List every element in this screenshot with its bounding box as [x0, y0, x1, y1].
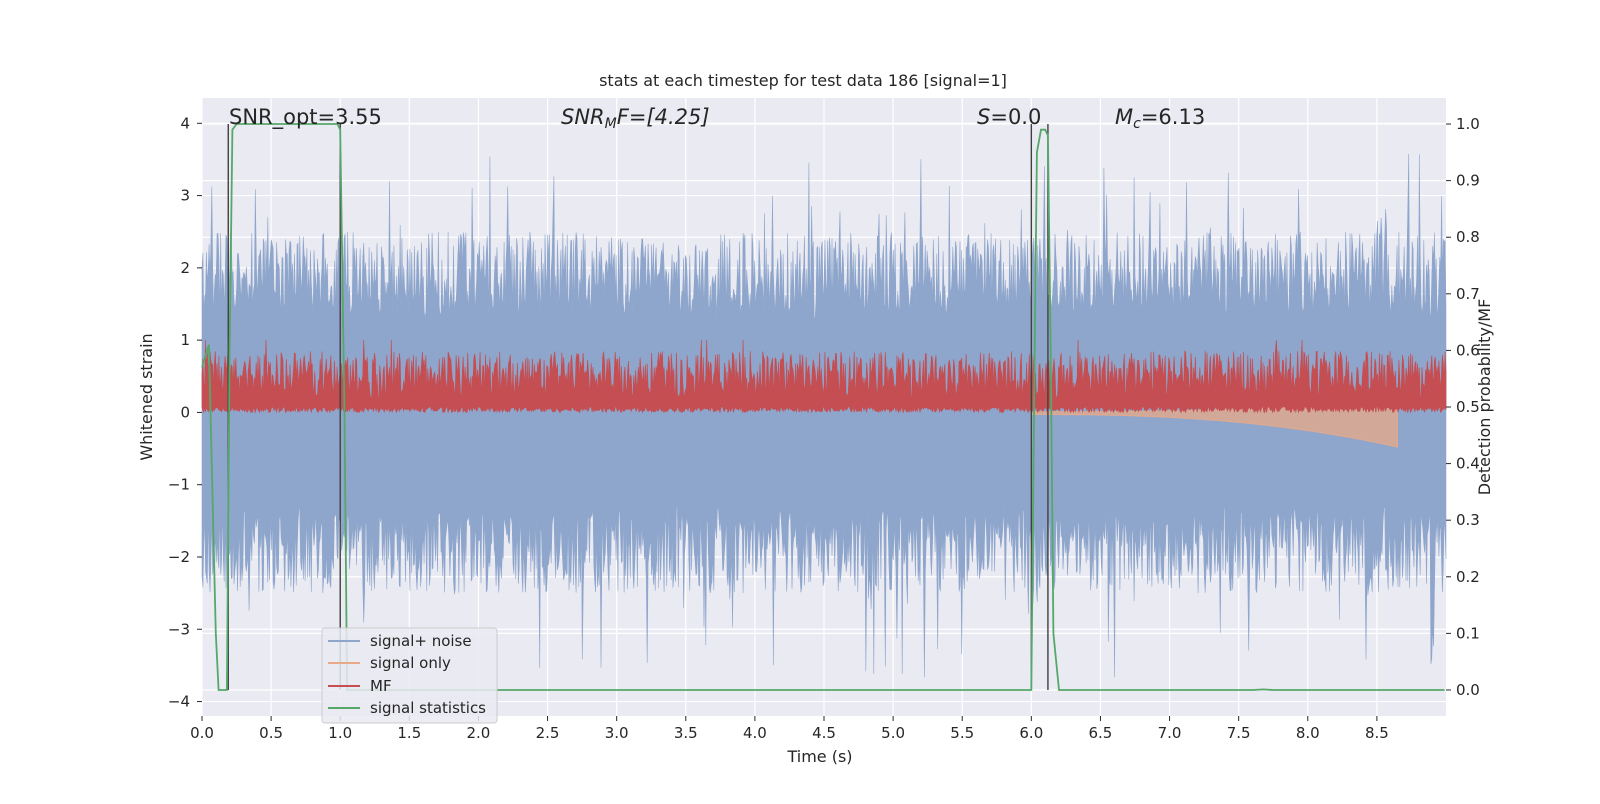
y-tick-label: 4 [180, 114, 190, 132]
annotation-s-label: S [977, 105, 990, 129]
x-tick-label: 7.5 [1227, 724, 1251, 742]
y2-tick-label: 0.8 [1456, 228, 1480, 246]
x-axis-label: Time (s) [786, 747, 852, 766]
y2-tick-label: 0.9 [1456, 172, 1480, 190]
x-tick-label: 0.0 [190, 724, 214, 742]
legend-label-signal-statistics: signal statistics [370, 699, 486, 717]
annotation-mc-value: =6.13 [1141, 105, 1205, 129]
annotation-s: S=0.0 [977, 105, 1041, 129]
annotation-mc: Mc=6.13 [1115, 105, 1205, 132]
mf-band [201, 340, 1447, 414]
y2-tick-label: 0.4 [1456, 455, 1480, 473]
y2-tick-label: 0.6 [1456, 341, 1480, 359]
annotation-snr-mf-sub: M [605, 116, 617, 132]
chart-title: stats at each timestep for test data 186… [599, 71, 1007, 90]
annotation-mc-base: M [1115, 105, 1133, 129]
y-tick-label: −3 [168, 620, 190, 638]
annotation-s-value: =0.0 [990, 105, 1041, 129]
y2-tick-label: 0.2 [1456, 568, 1480, 586]
annotation-snr-opt: SNR_opt=3.55 [229, 105, 382, 130]
x-tick-label: 4.0 [743, 724, 767, 742]
y2-axis-ticks: 1.0 0.9 0.8 0.7 0.6 0.5 0.4 0.3 0.2 0.1 0.0 [1446, 115, 1480, 699]
x-tick-label: 1.5 [397, 724, 421, 742]
y-tick-label: −4 [168, 693, 190, 711]
y2-axis-label: Detection probability/MF [1475, 299, 1494, 496]
series-signal-noise [201, 153, 1447, 678]
y-axis-ticks: 4 3 2 1 0 −1 −2 −3 −4 [168, 114, 202, 711]
y-tick-label: 3 [180, 187, 190, 205]
x-tick-label: 8.0 [1296, 724, 1320, 742]
x-tick-label: 3.0 [605, 724, 629, 742]
series-signal-statistics [201, 123, 1445, 691]
noise-band [201, 153, 1447, 678]
x-tick-label: 4.5 [812, 724, 836, 742]
y2-tick-label: 1.0 [1456, 115, 1480, 133]
annotation-snr-mf-rest: F=[4.25] [617, 105, 710, 129]
y2-tick-label: 0.3 [1456, 511, 1480, 529]
x-tick-label: 8.5 [1365, 724, 1389, 742]
annotation-mc-sub: c [1133, 116, 1141, 132]
y2-tick-label: 0.1 [1456, 624, 1480, 642]
x-tick-label: 6.5 [1089, 724, 1113, 742]
y2-tick-label: 0.7 [1456, 285, 1480, 303]
y-axis-label: Whitened strain [137, 333, 156, 460]
y-tick-label: −1 [168, 476, 190, 494]
x-tick-label: 0.5 [259, 724, 283, 742]
x-tick-label: 6.0 [1019, 724, 1043, 742]
x-tick-label: 5.0 [881, 724, 905, 742]
y-tick-label: 1 [180, 331, 190, 349]
y2-tick-label: 0.5 [1456, 398, 1480, 416]
y2-tick-label: 0.0 [1456, 681, 1480, 699]
x-axis-ticks: 0.0 0.5 1.0 1.5 2.0 2.5 3.0 3.5 4.0 4.5 5.0 5.5 6.0 6… [190, 716, 1389, 742]
legend-label-signal-noise: signal+ noise [370, 632, 472, 650]
legend-label-signal-only: signal only [370, 654, 451, 672]
statistics-line [201, 123, 1445, 691]
annotation-snr-mf: SNRMF=[4.25] [561, 105, 710, 132]
y-tick-label: 0 [180, 403, 190, 421]
series-mf [201, 340, 1447, 414]
legend-label-mf: MF [370, 677, 392, 695]
x-tick-label: 7.0 [1158, 724, 1182, 742]
x-tick-label: 2.5 [536, 724, 560, 742]
annotation-snr-mf-base: SNR [561, 105, 605, 129]
x-tick-label: 5.5 [950, 724, 974, 742]
x-tick-label: 1.0 [328, 724, 352, 742]
x-tick-label: 3.5 [674, 724, 698, 742]
legend-box [321, 627, 498, 724]
legend: signal+ noise signal only MF signal stat… [321, 627, 498, 724]
y-tick-label: 2 [180, 259, 190, 277]
x-tick-label: 2.0 [467, 724, 491, 742]
y-tick-label: −2 [168, 548, 190, 566]
